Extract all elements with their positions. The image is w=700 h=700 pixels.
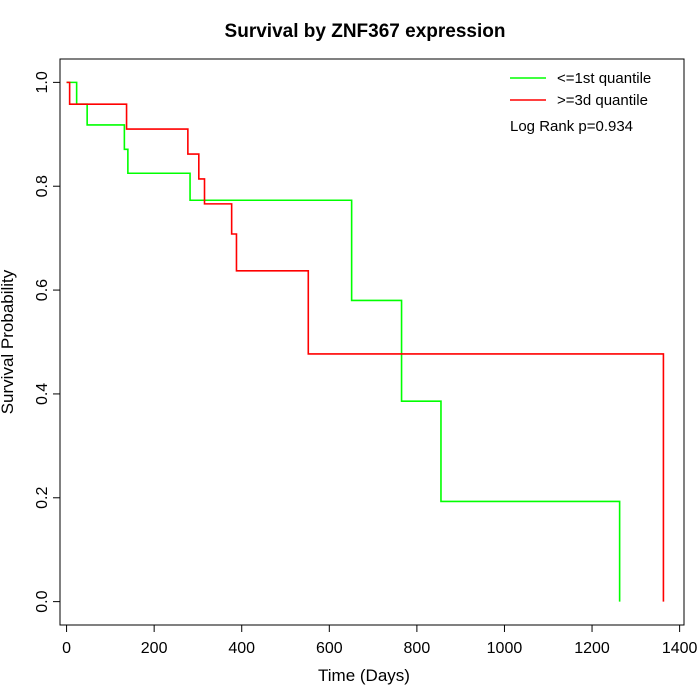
legend-label-low: <=1st quantile <box>557 70 651 87</box>
y-axis-label: Survival Probability <box>0 269 17 414</box>
y-tick-label: 0.8 <box>34 175 51 197</box>
log-rank-annotation: Log Rank p=0.934 <box>510 118 633 135</box>
y-tick-label: 0.6 <box>34 279 51 301</box>
x-tick-label: 800 <box>404 640 431 657</box>
x-tick-label: 0 <box>62 640 71 657</box>
x-tick-label: 1200 <box>574 640 610 657</box>
x-tick-label: 200 <box>141 640 168 657</box>
x-tick-label: 1400 <box>662 640 698 657</box>
legend-label-high: >=3d quantile <box>557 92 648 109</box>
y-axis: 0.0 0.2 0.4 0.6 0.8 1.0 <box>34 71 60 613</box>
plot-frame <box>59 58 685 626</box>
chart-title: Survival by ZNF367 expression <box>225 21 506 42</box>
y-tick-label: 1.0 <box>34 71 51 93</box>
y-tick-label: 0.4 <box>34 383 51 405</box>
x-axis-label: Time (Days) <box>318 666 410 685</box>
legend: <=1st quantile >=3d quantile <box>510 70 651 109</box>
x-tick-label: 600 <box>316 640 343 657</box>
x-tick-label: 400 <box>228 640 255 657</box>
y-tick-label: 0.2 <box>34 487 51 509</box>
x-axis: 0 200 400 600 800 1000 1200 1400 <box>62 625 698 657</box>
series-line-high <box>66 81 665 602</box>
x-tick-label: 1000 <box>487 640 523 657</box>
series-layer <box>66 81 665 602</box>
series-line-low <box>66 81 621 602</box>
y-tick-label: 0.0 <box>34 590 51 612</box>
